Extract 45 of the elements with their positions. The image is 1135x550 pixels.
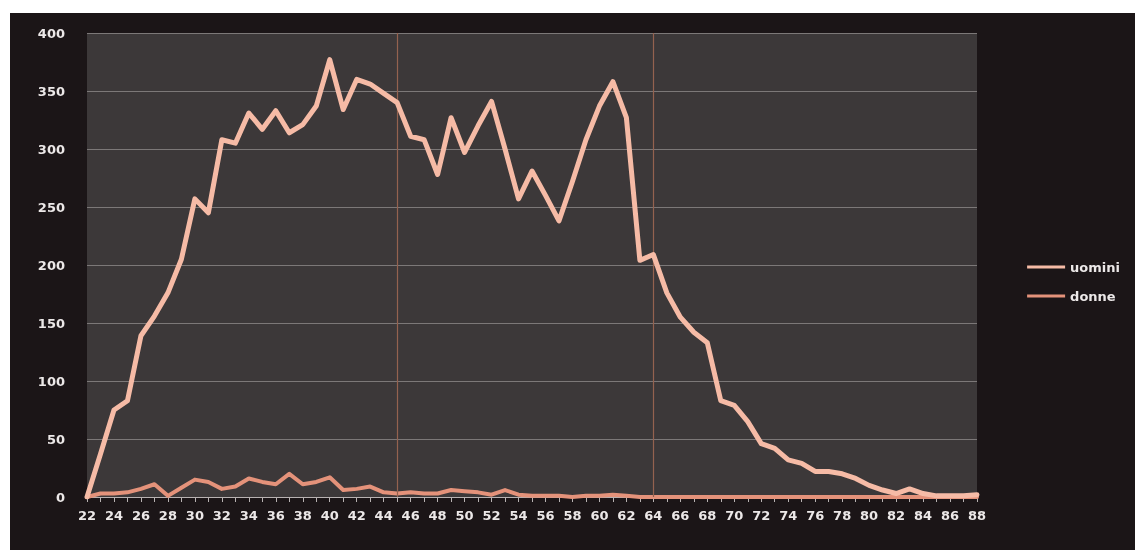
x-tick-label: 74 bbox=[779, 508, 798, 523]
x-tick-label: 28 bbox=[158, 508, 177, 523]
x-tick-label: 86 bbox=[940, 508, 960, 523]
y-tick-label: 150 bbox=[37, 315, 65, 331]
legend-label: donne bbox=[1070, 288, 1116, 304]
x-tick-label: 24 bbox=[104, 508, 124, 523]
x-tick-label: 50 bbox=[455, 508, 474, 523]
x-tick-label: 88 bbox=[967, 508, 987, 523]
x-tick-label: 46 bbox=[401, 508, 420, 523]
y-tick-label: 400 bbox=[37, 25, 65, 41]
x-tick-label: 44 bbox=[374, 508, 393, 523]
x-tick-label: 42 bbox=[347, 508, 366, 523]
y-tick-label: 100 bbox=[37, 373, 65, 389]
x-tick-label: 40 bbox=[320, 508, 339, 523]
x-tick-label: 56 bbox=[536, 508, 555, 523]
x-tick-label: 82 bbox=[887, 508, 906, 523]
x-tick-label: 68 bbox=[698, 508, 717, 523]
x-tick-label: 64 bbox=[644, 508, 663, 523]
x-tick-label: 52 bbox=[482, 508, 501, 523]
x-tick-label: 60 bbox=[590, 508, 609, 523]
x-tick-label: 84 bbox=[914, 508, 933, 523]
x-tick-label: 62 bbox=[617, 508, 636, 523]
x-tick-label: 66 bbox=[671, 508, 690, 523]
legend-label: uomini bbox=[1070, 259, 1121, 275]
x-tick-label: 30 bbox=[185, 508, 204, 523]
x-tick-label: 34 bbox=[239, 508, 258, 523]
x-tick-label: 80 bbox=[860, 508, 879, 523]
x-tick-label: 70 bbox=[725, 508, 744, 523]
x-tick-label: 32 bbox=[212, 508, 231, 523]
x-tick-label: 26 bbox=[131, 508, 150, 523]
y-tick-label: 350 bbox=[37, 83, 65, 99]
y-tick-label: 0 bbox=[55, 489, 65, 505]
x-tick-label: 76 bbox=[806, 508, 825, 523]
y-tick-label: 300 bbox=[37, 141, 65, 157]
y-tick-label: 250 bbox=[37, 199, 65, 215]
x-tick-label: 48 bbox=[428, 508, 447, 523]
x-tick-label: 54 bbox=[509, 508, 528, 523]
y-tick-label: 50 bbox=[46, 431, 65, 447]
x-tick-label: 36 bbox=[266, 508, 285, 523]
x-tick-label: 58 bbox=[563, 508, 582, 523]
x-tick-label: 22 bbox=[77, 508, 97, 523]
x-tick-label: 78 bbox=[833, 508, 852, 523]
y-tick-label: 200 bbox=[37, 257, 65, 273]
x-tick-label: 72 bbox=[752, 508, 771, 523]
x-tick-label: 38 bbox=[293, 508, 312, 523]
